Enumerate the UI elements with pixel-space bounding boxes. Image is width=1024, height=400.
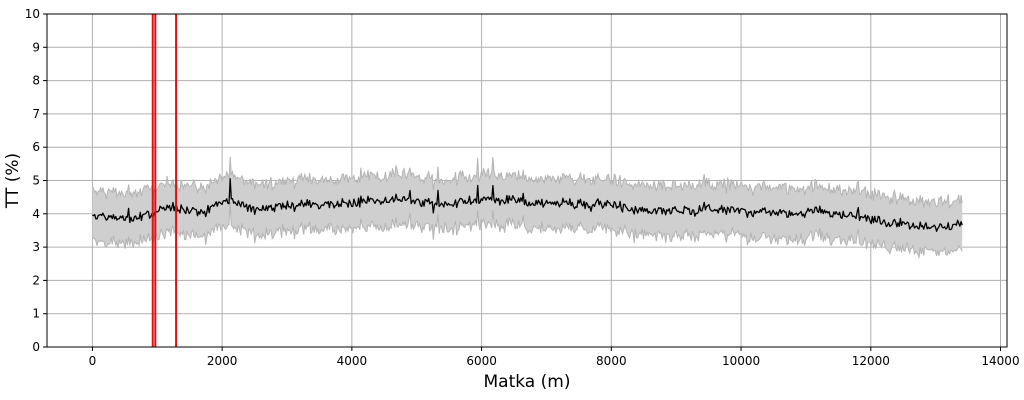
y-tick-label: 8 [32, 74, 40, 88]
y-tick-label: 1 [32, 307, 40, 321]
x-tick-label: 14000 [981, 354, 1019, 368]
x-tick-label: 4000 [337, 354, 368, 368]
x-tick-labels: 0 2000 4000 6000 8000 10000 12000 14000 [89, 347, 1020, 368]
y-tick-label: 5 [32, 174, 40, 188]
y-tick-label: 7 [32, 107, 40, 121]
x-axis-title: Matka (m) [484, 372, 571, 392]
band-upper-edge [91, 156, 963, 209]
data-series-line [92, 178, 963, 232]
band-area [92, 156, 963, 258]
x-tick-label: 10000 [722, 354, 760, 368]
x-tick-label: 8000 [596, 354, 627, 368]
series-line [92, 178, 963, 232]
y-tick-label: 4 [32, 207, 40, 221]
y-tick-label: 2 [32, 273, 40, 287]
band-lower-edge [92, 202, 963, 259]
y-tick-label: 10 [25, 7, 40, 21]
x-tick-label: 2000 [207, 354, 238, 368]
vertical-markers [151, 14, 178, 347]
y-axis-title: TT (%) [3, 153, 23, 209]
y-tick-label: 0 [32, 340, 40, 354]
x-tick-label: 0 [89, 354, 97, 368]
x-tick-label: 12000 [852, 354, 890, 368]
y-tick-label: 9 [32, 40, 40, 54]
y-tick-label: 6 [32, 140, 40, 154]
y-tick-labels: 0 1 2 3 4 5 6 7 8 9 10 [25, 7, 47, 354]
y-tick-label: 3 [32, 240, 40, 254]
uncertainty-band [91, 156, 963, 259]
x-tick-label: 6000 [466, 354, 497, 368]
